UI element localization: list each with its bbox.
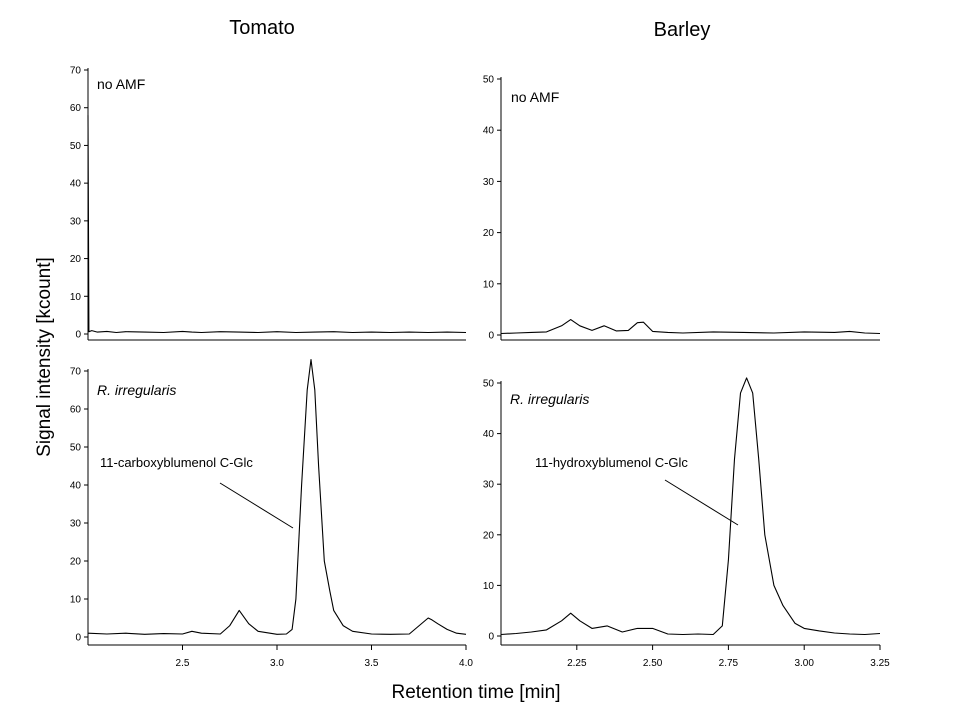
panel-barley-no-amf: 0 10 20 30 40 50 no AMF — [483, 75, 881, 342]
series-line — [87, 359, 467, 635]
y-tick-label: 60 — [70, 103, 82, 114]
y-tick-label: 20 — [483, 228, 495, 239]
y-tick-label: 30 — [70, 216, 82, 227]
panel-tomato-no-amf: 0 10 20 30 40 50 60 70 no AMF — [70, 66, 467, 341]
panel-label: R. irregularis — [97, 382, 176, 398]
x-tick-label: 3.0 — [270, 658, 284, 669]
y-tick-label: 20 — [70, 557, 82, 568]
y-tick-label: 10 — [70, 595, 82, 606]
y-tick-label: 0 — [488, 632, 494, 643]
series-line — [500, 319, 881, 335]
series-line — [500, 377, 881, 636]
x-tick-label: 3.00 — [794, 658, 814, 669]
y-tick-label: 30 — [483, 480, 495, 491]
panel-tomato-r-irregularis: 0 10 20 30 40 50 60 70 2.5 3.0 3.5 4.0 R. irregulari… — [70, 359, 473, 669]
y-tick-label: 50 — [70, 141, 82, 152]
y-tick-label: 40 — [70, 179, 82, 190]
y-tick-label: 10 — [70, 292, 82, 303]
y-tick-label: 50 — [483, 379, 495, 390]
series-line — [87, 115, 467, 334]
chart-panels: 0 10 20 30 40 50 60 70 no AMF 0 10 20 30 40 50 60 70 2.5 3… — [70, 66, 890, 670]
y-tick-label: 40 — [483, 429, 495, 440]
column-title-tomato: Tomato — [229, 17, 295, 39]
y-tick-label: 30 — [70, 519, 82, 530]
y-tick-label: 0 — [488, 331, 494, 342]
panel-barley-r-irregularis: 0 10 20 30 40 50 2.25 2.50 2.75 3.00 3.25 R. irregu… — [483, 377, 890, 669]
y-tick-label: 70 — [70, 66, 82, 77]
y-tick-label: 50 — [483, 75, 495, 86]
y-tick-label: 70 — [70, 367, 82, 378]
y-tick-label: 10 — [483, 581, 495, 592]
panel-label: R. irregularis — [510, 391, 589, 407]
y-tick-label: 50 — [70, 443, 82, 454]
x-tick-label: 3.5 — [365, 658, 379, 669]
peak-annotation: 11-carboxyblumenol C-Glc — [100, 455, 253, 470]
column-title-barley: Barley — [654, 19, 711, 41]
annotation-leader-line — [219, 482, 294, 529]
x-tick-label: 3.25 — [870, 658, 890, 669]
y-tick-label: 10 — [483, 279, 495, 290]
y-axis-title: Signal intensity [kcount] — [34, 257, 55, 457]
y-tick-label: 20 — [70, 254, 82, 265]
annotation-leader-line — [664, 479, 739, 526]
x-axis-title: Retention time [min] — [392, 682, 561, 703]
x-tick-label: 2.5 — [176, 658, 190, 669]
y-tick-label: 0 — [75, 330, 81, 341]
x-tick-label: 2.25 — [567, 658, 587, 669]
panel-label: no AMF — [97, 76, 145, 92]
y-tick-label: 0 — [75, 633, 81, 644]
y-tick-label: 30 — [483, 177, 495, 188]
y-tick-label: 40 — [70, 481, 82, 492]
x-tick-label: 4.0 — [459, 658, 473, 669]
x-tick-label: 2.50 — [643, 658, 663, 669]
x-tick-label: 2.75 — [719, 658, 739, 669]
y-tick-label: 20 — [483, 530, 495, 541]
y-tick-label: 60 — [70, 405, 82, 416]
peak-annotation: 11-hydroxyblumenol C-Glc — [535, 455, 688, 470]
panel-label: no AMF — [511, 89, 559, 105]
y-tick-label: 40 — [483, 126, 495, 137]
